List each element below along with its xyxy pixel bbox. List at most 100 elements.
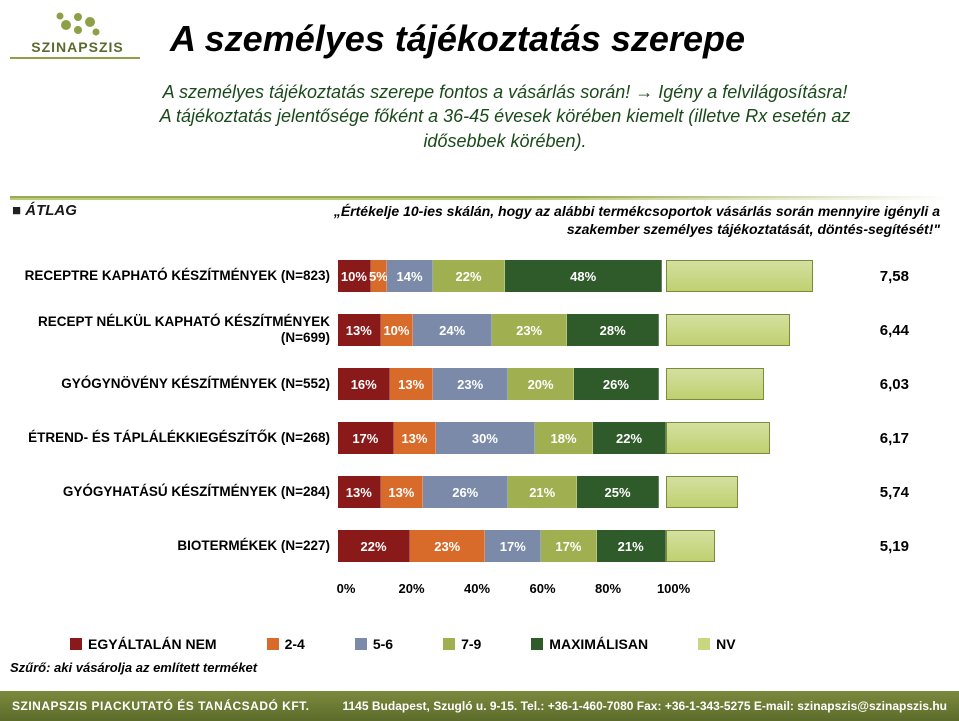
bar-segment-nv [666,530,715,562]
legend-swatch [698,638,710,650]
footer-contact: 1145 Budapest, Szugló u. 9-15. Tel.: +36… [343,699,948,713]
bar-track: 17%13%30%18%22% [338,422,813,454]
bar-segment-s3: 24% [413,314,492,346]
legend-swatch [355,638,367,650]
footer-fax-label: Fax: [637,699,662,713]
legend-label: NV [716,636,735,652]
bar-segment-nv [666,368,764,400]
bar-segment-s4: 23% [492,314,567,346]
row-average: 6,44 [813,322,923,339]
bar-segment-s1: 13% [338,314,381,346]
bar-track: 10%5%14%22%48% [338,260,813,292]
chart-area: 0%20%40%60%80%100% RECEPTRE KAPHATÓ KÉSZ… [10,255,945,625]
footer-company: SZINAPSZIS PIACKUTATÓ ÉS TANÁCSADÓ KFT. [12,699,310,713]
footer-email: szinapszis@szinapszis.hu [797,699,947,713]
bar-segment-s4: 22% [433,260,505,292]
bar-segment-s4: 18% [535,422,594,454]
atlag-label: ÁTLAG [12,202,77,219]
row-average: 5,74 [813,484,923,501]
logo: SZINAPSZIS [10,8,145,78]
bar-segment-s5: 22% [593,422,665,454]
footer-tel: +36-1-460-7080 [548,699,634,713]
footer-address: 1145 Budapest, Szugló u. 9-15. [343,699,518,713]
row-label: GYÓGYNÖVÉNY KÉSZÍTMÉNYEK (N=552) [10,376,338,392]
chart-row: GYÓGYNÖVÉNY KÉSZÍTMÉNYEK (N=552)16%13%23… [10,363,945,405]
bar-segment-nv [666,260,813,292]
header-area: SZINAPSZIS A személyes tájékoztatás szer… [10,8,949,208]
subtitle-line2: A tájékoztatás jelentősége főként a 36-4… [160,106,851,150]
x-axis: 0%20%40%60%80%100% [346,581,821,605]
footer-tel-label: Tel.: [521,699,545,713]
legend-label: 7-9 [461,636,481,652]
legend-label: 2-4 [285,636,305,652]
bar-segment-s5: 25% [577,476,659,508]
bar-track: 13%10%24%23%28% [338,314,813,346]
row-average: 5,19 [813,538,923,555]
chart-row: BIOTERMÉKEK (N=227)22%23%17%17%21%5,19 [10,525,945,567]
footer-email-label: E-mail: [754,699,794,713]
chart-row: GYÓGYHATÁSÚ KÉSZÍTMÉNYEK (N=284)13%13%26… [10,471,945,513]
legend-item: 7-9 [443,636,481,652]
bar-segment-s1: 10% [338,260,371,292]
header-divider [10,196,949,200]
row-label: RECEPTRE KAPHATÓ KÉSZÍTMÉNYEK (N=823) [10,268,338,284]
row-label: GYÓGYHATÁSÚ KÉSZÍTMÉNYEK (N=284) [10,484,338,500]
logo-underline [10,57,140,59]
bar-segment-s1: 22% [338,530,410,562]
bar-segment-s3: 30% [436,422,534,454]
filter-note: Szűrő: aki vásárolja az említett terméke… [10,660,257,675]
bar-segment-s1: 16% [338,368,390,400]
bar-segment-nv [666,314,790,346]
footer-fax: +36-1-343-5275 [665,699,751,713]
logo-text: SZINAPSZIS [10,39,145,55]
bar-segment-s2: 23% [410,530,485,562]
bar-segment-nv [666,422,771,454]
legend-item: EGYÁLTALÁN NEM [70,636,217,652]
bar-segment-s5: 21% [597,530,666,562]
page-title: A személyes tájékoztatás szerepe [170,18,745,60]
question-text: „Értékelje 10-ies skálán, hogy az alábbi… [290,202,940,238]
legend-swatch [531,638,543,650]
bar-segment-s4: 21% [508,476,577,508]
bar-segment-s5: 26% [574,368,659,400]
bar-segment-s3: 26% [423,476,508,508]
bar-segment-s2: 13% [394,422,437,454]
bar-segment-s1: 13% [338,476,381,508]
dots-icon [10,8,145,43]
legend-swatch [267,638,279,650]
legend-item: MAXIMÁLISAN [531,636,648,652]
bar-segment-s2: 10% [381,314,414,346]
bar-segment-s3: 23% [433,368,508,400]
bar-track: 22%23%17%17%21% [338,530,813,562]
chart-row: ÉTREND- ÉS TÁPLÁLÉKKIEGÉSZÍTŐK (N=268)17… [10,417,945,459]
bar-track: 16%13%23%20%26% [338,368,813,400]
legend-swatch [70,638,82,650]
bar-segment-s3: 17% [485,530,541,562]
bar-segment-s1: 17% [338,422,394,454]
row-label: RECEPT NÉLKÜL KAPHATÓ KÉSZÍTMÉNYEK(N=699… [10,314,338,345]
bar-segment-nv [666,476,738,508]
axis-tick: 80% [595,581,621,596]
bar-segment-s4: 17% [541,530,597,562]
legend-label: 5-6 [373,636,393,652]
chart-row: RECEPT NÉLKÜL KAPHATÓ KÉSZÍTMÉNYEK(N=699… [10,309,945,351]
row-average: 6,03 [813,376,923,393]
legend: EGYÁLTALÁN NEM 2-4 5-6 7-9 MAXIMÁLISAN NV [70,636,890,652]
bar-track: 13%13%26%21%25% [338,476,813,508]
row-label: ÉTREND- ÉS TÁPLÁLÉKKIEGÉSZÍTŐK (N=268) [10,430,338,446]
bar-segment-s3: 14% [387,260,433,292]
row-average: 7,58 [813,268,923,285]
bar-segment-s2: 13% [381,476,424,508]
legend-item: NV [698,636,735,652]
bar-segment-s5: 48% [505,260,662,292]
row-average: 6,17 [813,430,923,447]
legend-label: MAXIMÁLISAN [549,636,648,652]
axis-tick: 0% [337,581,356,596]
footer-bar: SZINAPSZIS PIACKUTATÓ ÉS TANÁCSADÓ KFT. … [0,691,959,721]
chart-row: RECEPTRE KAPHATÓ KÉSZÍTMÉNYEK (N=823)10%… [10,255,945,297]
bar-segment-s2: 5% [371,260,387,292]
legend-item: 5-6 [355,636,393,652]
axis-tick: 20% [399,581,425,596]
row-label: BIOTERMÉKEK (N=227) [10,538,338,554]
axis-tick: 40% [464,581,490,596]
